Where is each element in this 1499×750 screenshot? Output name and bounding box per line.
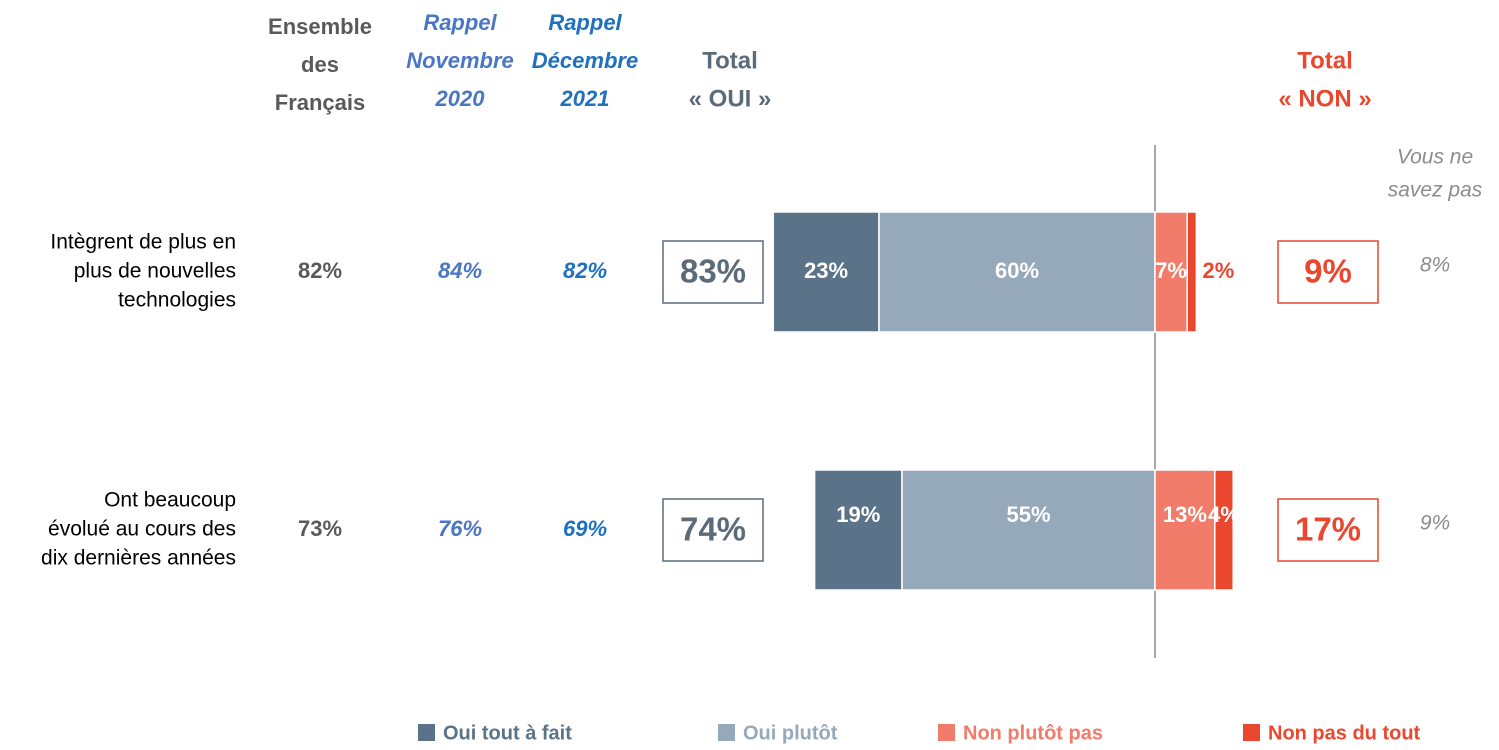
column-header: 2021 (560, 86, 610, 111)
total-value: 83% (680, 253, 746, 290)
column-value: 82% (563, 258, 607, 283)
column-header: Français (275, 90, 366, 115)
column-value: 82% (298, 258, 342, 283)
bar-segment (813, 469, 903, 591)
bar-label: 23% (804, 258, 848, 283)
column-value: 84% (438, 258, 482, 283)
legend-swatch (718, 724, 735, 741)
bar-segment (901, 469, 1156, 591)
bar-label: 7% (1155, 258, 1187, 283)
column-value: 76% (438, 516, 482, 541)
total-value: 9% (1304, 253, 1352, 290)
category-label: Ont beaucoup (104, 489, 236, 512)
legend-label: Oui tout à fait (443, 722, 572, 744)
column-header: Novembre (406, 48, 514, 73)
legend-swatch (1243, 724, 1260, 741)
total-value: 17% (1295, 511, 1361, 548)
total-value: 74% (680, 511, 746, 548)
legend-label: Oui plutôt (743, 722, 838, 744)
bar-label: 2% (1203, 258, 1235, 283)
category-label: dix dernières années (41, 547, 236, 570)
column-header: Rappel (548, 10, 622, 35)
bar-segment (878, 211, 1156, 333)
column-header: Décembre (532, 48, 638, 73)
bar-label: 13% (1163, 502, 1207, 527)
dont-know-header: savez pas (1388, 179, 1483, 202)
bar-label: 60% (995, 258, 1039, 283)
dont-know-header: Vous ne (1397, 146, 1473, 169)
bar-label: 55% (1006, 502, 1050, 527)
column-header: des (301, 52, 339, 77)
bar-label: 19% (836, 502, 880, 527)
legend-label: Non pas du tout (1268, 722, 1421, 744)
category-label: technologies (118, 289, 236, 312)
column-value: 69% (563, 516, 607, 541)
total-header: « NON » (1278, 85, 1371, 112)
legend-swatch (418, 724, 435, 741)
total-header: Total (1297, 47, 1353, 74)
total-box (1277, 240, 1379, 304)
column-header: Rappel (423, 10, 497, 35)
legend-swatch (938, 724, 955, 741)
total-header: Total (702, 47, 758, 74)
bar-segment (1154, 211, 1188, 333)
column-value: 73% (298, 516, 342, 541)
bar-label: 4% (1208, 502, 1240, 527)
bar-segment (1186, 211, 1198, 333)
bar-segment (772, 211, 880, 333)
column-header: Ensemble (268, 14, 372, 39)
category-label: Intègrent de plus en (50, 231, 236, 254)
category-label: plus de nouvelles (74, 260, 236, 283)
legend-label: Non plutôt pas (963, 722, 1103, 744)
category-label: évolué au cours des (48, 518, 236, 541)
dont-know-value: 9% (1420, 512, 1450, 535)
dont-know-value: 8% (1420, 254, 1450, 277)
total-box (662, 240, 764, 304)
bar-segment (1214, 469, 1234, 591)
total-box (1277, 498, 1379, 562)
column-header: 2020 (435, 86, 486, 111)
total-box (662, 498, 764, 562)
bar-segment (1154, 469, 1216, 591)
total-header: « OUI » (689, 85, 772, 112)
